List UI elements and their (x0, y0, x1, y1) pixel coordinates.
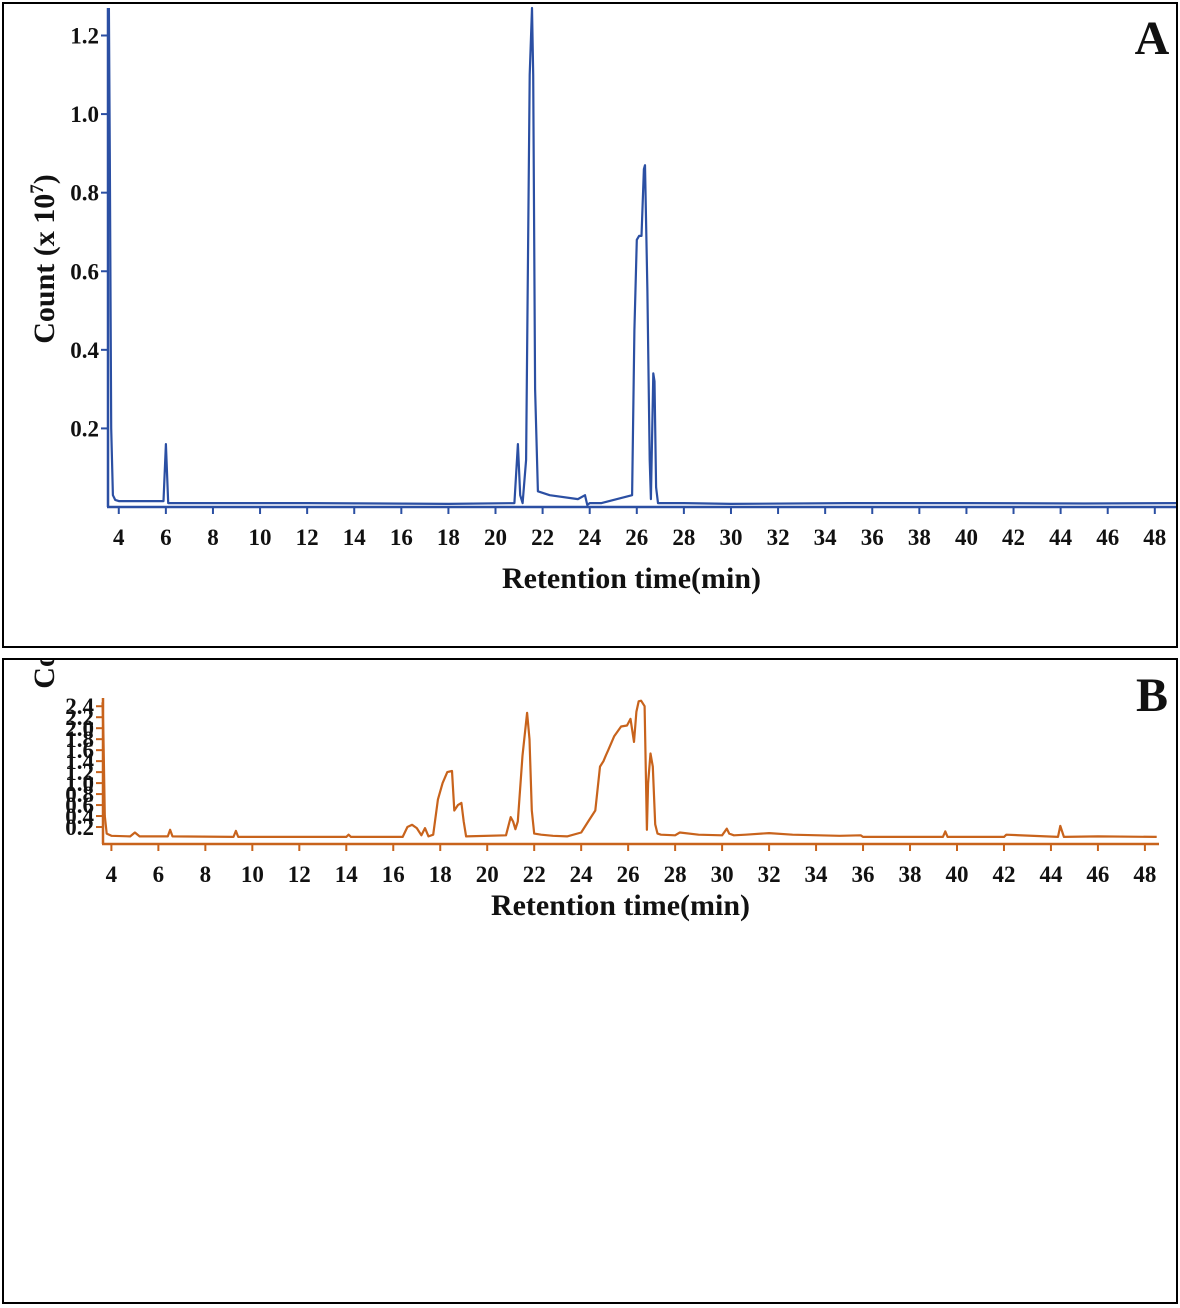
x-tick-label: 28 (664, 862, 687, 887)
x-axis-title: Retention time(min) (502, 562, 761, 595)
series-line (101, 699, 1157, 838)
y-tick-label: 1.8 (65, 727, 94, 752)
chart-b-svg: 4 6 8 10 12 14 16 18 20 22 24 26 28 30 32 34 36 38 40 42 44 4… (27, 660, 1168, 922)
y-tick-label: 2.2 (65, 705, 94, 730)
x-tick-label: 40 (945, 862, 968, 887)
x-tick-label: 48 (1143, 525, 1166, 550)
x-tick-label: 40 (955, 525, 978, 550)
x-tick-label: 6 (153, 862, 165, 887)
x-tick-label: 34 (814, 525, 838, 550)
chart-panel-a: 4 6 8 10 12 14 16 18 20 22 24 26 28 30 32 34 36 38 40 42 44 4… (2, 2, 1178, 648)
y-tick-label: 0.6 (70, 259, 99, 284)
x-tick-label: 4 (113, 525, 125, 550)
y-tick-label: 0.2 (65, 815, 94, 840)
x-tick-label: 44 (1049, 525, 1073, 550)
y-tick-label: 1.6 (65, 738, 94, 763)
chart-panel-b: 4 6 8 10 12 14 16 18 20 22 24 26 28 30 32 34 36 38 40 42 44 4… (2, 658, 1178, 1304)
x-tick-label: 24 (570, 862, 594, 887)
x-tick-label: 48 (1133, 862, 1156, 887)
x-tick-label: 30 (711, 862, 734, 887)
x-tick-label: 24 (578, 525, 602, 550)
x-tick-label: 32 (758, 862, 781, 887)
x-tick-label: 18 (437, 525, 460, 550)
x-tick-label: 8 (200, 862, 212, 887)
x-tick-label: 30 (719, 525, 742, 550)
x-tick-label: 8 (207, 525, 219, 550)
panel-label: B (1136, 669, 1168, 722)
x-tick-label: 20 (476, 862, 499, 887)
y-tick-label: 0.4 (70, 338, 99, 363)
x-tick-label: 38 (908, 525, 931, 550)
x-tick-label: 44 (1039, 862, 1063, 887)
x-tick-label: 4 (106, 862, 118, 887)
x-tick-label: 46 (1096, 525, 1119, 550)
y-tick-label: 0.8 (65, 782, 94, 807)
x-tick-label: 22 (531, 525, 554, 550)
series-line (107, 6, 1176, 507)
x-tick-label: 28 (672, 525, 695, 550)
x-tick-label: 20 (484, 525, 507, 550)
x-axis-title: Retention time(min) (491, 889, 750, 922)
y-tick-label: 0.8 (70, 181, 99, 206)
x-tick-label: 6 (160, 525, 172, 550)
x-tick-label: 32 (767, 525, 790, 550)
x-tick-label: 12 (288, 862, 311, 887)
x-tick-label: 42 (1002, 525, 1025, 550)
x-tick-label: 12 (296, 525, 319, 550)
x-tick-label: 46 (1086, 862, 1109, 887)
y-axis-title: Count (x 107) (27, 660, 61, 689)
y-tick-label: 0.4 (65, 804, 94, 829)
x-tick-label: 36 (861, 525, 884, 550)
x-tick-label: 10 (241, 862, 264, 887)
y-tick-label: 0.2 (70, 416, 99, 441)
x-tick-label: 38 (899, 862, 922, 887)
y-tick-label: 1.2 (65, 760, 94, 785)
x-tick-label: 18 (429, 862, 452, 887)
panel-label: A (1135, 12, 1170, 65)
x-tick-label: 34 (805, 862, 829, 887)
x-tick-label: 36 (852, 862, 875, 887)
y-axis-title: Count (x 107) (27, 174, 61, 344)
chart-a-svg: 4 6 8 10 12 14 16 18 20 22 24 26 28 30 32 34 36 38 40 42 44 4… (27, 6, 1176, 595)
x-tick-label: 16 (382, 862, 405, 887)
y-tick-label: 1.0 (70, 102, 99, 127)
y-tick-label: 0.6 (65, 793, 94, 818)
x-tick-label: 10 (249, 525, 272, 550)
x-tick-label: 14 (343, 525, 367, 550)
x-tick-label: 42 (992, 862, 1015, 887)
x-tick-label: 16 (390, 525, 413, 550)
y-tick-label: 2.0 (65, 716, 94, 741)
x-tick-label: 22 (523, 862, 546, 887)
y-tick-label: 1.4 (65, 749, 94, 774)
x-tick-label: 26 (617, 862, 640, 887)
x-tick-label: 26 (625, 525, 648, 550)
y-tick-label: 1.0 (65, 771, 94, 796)
x-tick-label: 14 (335, 862, 359, 887)
y-tick-label: 1.2 (70, 24, 99, 49)
y-tick-label: 2.4 (65, 694, 94, 719)
